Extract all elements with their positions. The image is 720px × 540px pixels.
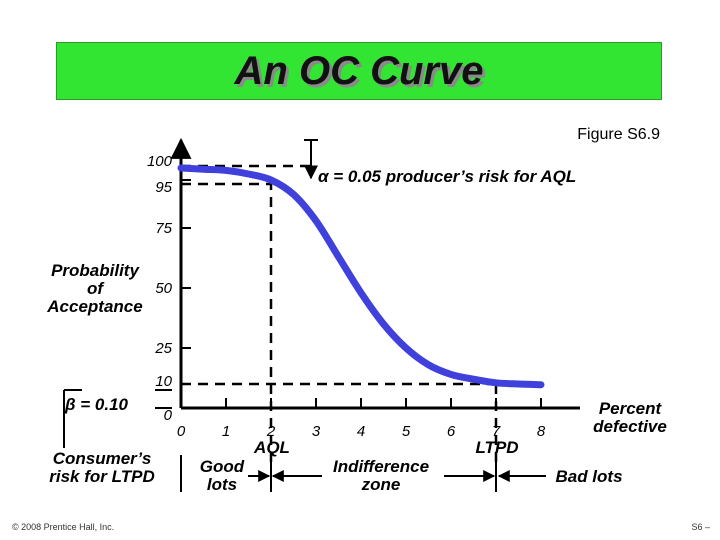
y-tick-label: 0	[164, 407, 173, 424]
aql-label: AQL	[253, 438, 290, 457]
x-tick-label: 2	[266, 423, 276, 440]
x-tick-label: 4	[357, 423, 365, 440]
title-banner: An OC Curve	[56, 42, 662, 100]
x-tick-label: 7	[492, 423, 501, 440]
y-tick-label: 10	[155, 373, 172, 390]
consumer-risk-label-1: Consumer’s	[53, 449, 152, 468]
y-tick-label: 50	[155, 280, 172, 297]
slide-number: S6 –	[691, 522, 710, 532]
consumer-risk-label-2: risk for LTPD	[49, 467, 154, 486]
y-axis-label-line2: of	[87, 279, 105, 298]
indiff-label-1: Indifference	[333, 457, 429, 476]
good-lots-label-1: Good	[200, 457, 245, 476]
slide-title: An OC Curve	[234, 48, 484, 93]
alpha-label: α = 0.05 producer’s risk for AQL	[318, 167, 576, 186]
x-tick-label: 0	[177, 423, 186, 440]
indiff-label-2: zone	[361, 475, 401, 494]
x-tick-label: 1	[222, 423, 230, 440]
x-tick-label: 3	[312, 423, 321, 440]
copyright: © 2008 Prentice Hall, Inc.	[12, 522, 115, 532]
y-tick-label: 75	[155, 220, 172, 237]
ltpd-label: LTPD	[475, 438, 518, 457]
y-axis-label-line3: Acceptance	[46, 297, 142, 316]
oc-curve-line	[177, 164, 545, 389]
x-tick-label: 8	[537, 423, 546, 440]
bad-lots-label: Bad lots	[555, 467, 622, 486]
x-axis-label-line2: defective	[593, 417, 667, 436]
y-tick-label: 95	[155, 179, 172, 196]
beta-label: β = 0.10	[64, 395, 129, 414]
y-axis-label-line1: Probability	[51, 261, 140, 280]
y-tick-label: 25	[154, 340, 172, 357]
figure-label: Figure S6.9	[577, 126, 660, 143]
good-lots-label-2: lots	[207, 475, 237, 494]
x-tick-label: 6	[447, 423, 456, 440]
x-tick-label: 5	[402, 423, 411, 440]
x-axis-label-line1: Percent	[599, 399, 663, 418]
y-tick-label: 100	[147, 153, 173, 170]
